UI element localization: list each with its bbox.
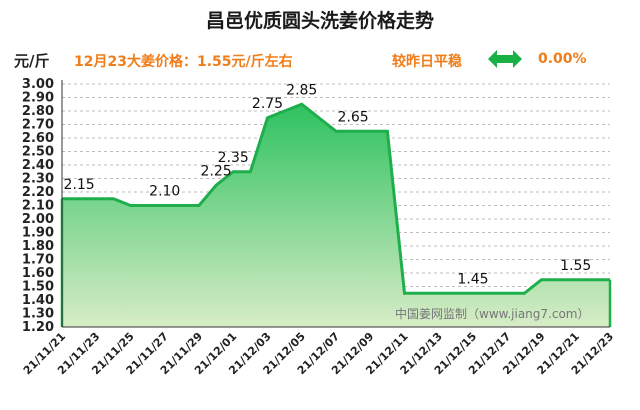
chart-title: 昌邑优质圆头洗姜价格走势 xyxy=(205,10,434,32)
data-label: 2.25 xyxy=(201,163,232,179)
data-label: 2.15 xyxy=(64,177,95,193)
y-tick-label: 1.50 xyxy=(22,280,54,295)
watermark: 中国姜网监制（www.jiang7.com） xyxy=(395,306,589,321)
y-tick-label: 1.80 xyxy=(22,239,54,254)
y-tick-label: 1.40 xyxy=(22,293,54,308)
compare-label: 较昨日平稳 xyxy=(392,54,462,70)
unit-label: 元/斤 xyxy=(14,52,50,70)
price-note: 12月23大姜价格：1.55元/斤左右 xyxy=(74,54,293,70)
change-value: 0.00% xyxy=(538,51,587,67)
y-tick-label: 2.30 xyxy=(22,172,54,187)
y-tick-label: 1.70 xyxy=(22,253,54,268)
y-tick-label: 1.20 xyxy=(22,320,54,335)
y-tick-label: 2.80 xyxy=(22,104,54,119)
y-tick-label: 2.90 xyxy=(22,91,54,106)
data-label: 2.35 xyxy=(218,150,249,166)
y-tick-label: 1.90 xyxy=(22,226,54,241)
y-tick-label: 2.00 xyxy=(22,212,54,227)
area-fill xyxy=(62,104,610,327)
y-tick-label: 2.10 xyxy=(22,199,54,214)
y-tick-label: 1.60 xyxy=(22,266,54,281)
y-tick-label: 2.50 xyxy=(22,145,54,160)
y-tick-label: 2.20 xyxy=(22,185,54,200)
data-label: 2.65 xyxy=(338,109,369,125)
data-label: 2.85 xyxy=(286,82,317,98)
data-label: 1.45 xyxy=(457,271,488,287)
y-tick-label: 3.00 xyxy=(22,77,54,92)
data-label: 2.10 xyxy=(149,184,180,200)
price-line xyxy=(62,102,610,295)
data-label: 2.75 xyxy=(252,96,283,112)
double-arrow-icon xyxy=(488,50,522,68)
data-label: 1.55 xyxy=(560,258,591,274)
y-tick-label: 2.70 xyxy=(22,118,54,133)
y-tick-label: 2.60 xyxy=(22,131,54,146)
y-tick-label: 1.30 xyxy=(22,307,54,322)
y-tick-label: 2.40 xyxy=(22,158,54,173)
